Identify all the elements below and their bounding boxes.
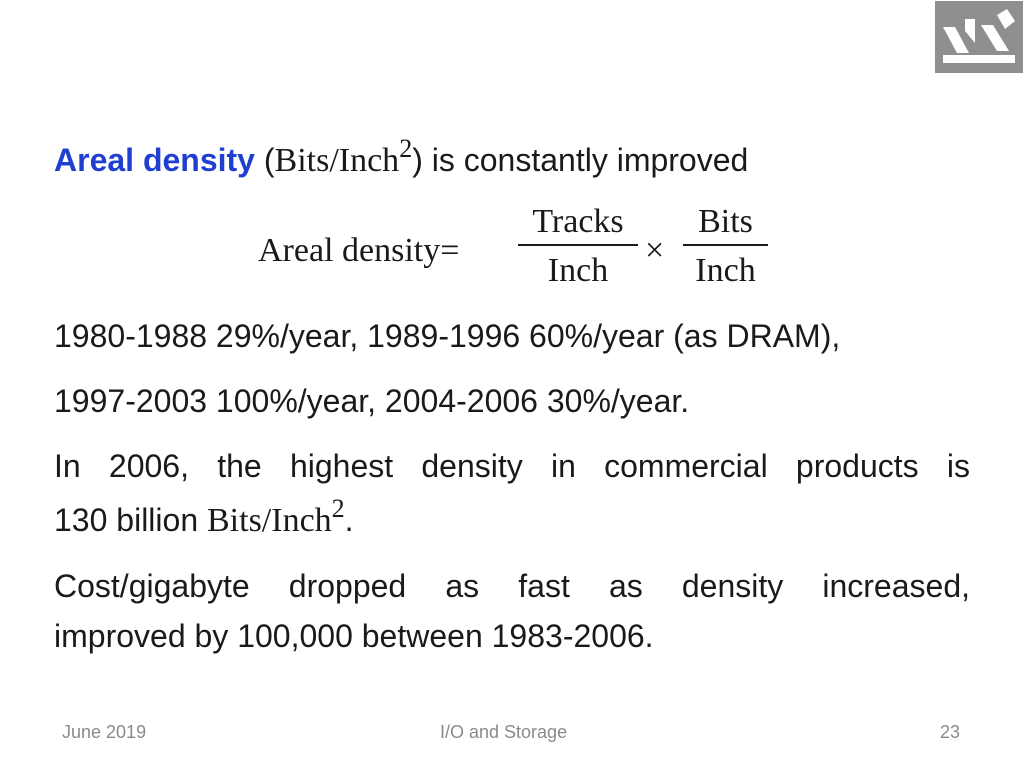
density-2006-period: . [344, 502, 354, 538]
tracks-per-inch-fraction: Tracks Inch [518, 200, 638, 296]
cost-gigabyte-line: Cost/gigabyte dropped as fast as density… [54, 568, 970, 604]
logo-emblem-icon [935, 1, 1023, 73]
fraction1-bar [518, 244, 638, 246]
density-2006-value-line: 130 billion Bits/Inch2. [54, 494, 354, 547]
fraction1-numerator: Tracks [532, 203, 624, 240]
fraction2-bar [683, 244, 768, 246]
formula-lhs: Areal density= [258, 232, 460, 269]
fraction1-denominator: Inch [547, 252, 609, 289]
title-unit-exponent: 2 [399, 134, 413, 163]
footer-topic: I/O and Storage [440, 722, 568, 742]
footer-date: June 2019 [62, 722, 147, 742]
bits-per-inch-fraction: Bits Inch [683, 200, 768, 296]
density-2006-line: In 2006, the highest density in commerci… [54, 448, 970, 484]
growth-1997-line: 1997-2003 100%/year, 2004-2006 30%/year. [54, 383, 690, 419]
density-2006-prefix: 130 billion [54, 502, 207, 538]
improvement-line: improved by 100,000 between 1983-2006. [54, 618, 654, 654]
fraction2-numerator: Bits [698, 203, 753, 240]
slide-number: 23 [940, 722, 961, 742]
title-line: Areal density (Bits/Inch2) is constantly… [54, 134, 749, 183]
areal-density-term: Areal density [54, 142, 255, 178]
multiply-sign: × [645, 232, 665, 269]
density-2006-exponent: 2 [331, 494, 345, 523]
university-logo [935, 1, 1023, 73]
title-unit: Bits/Inch [274, 142, 400, 179]
title-open-paren: ( [263, 142, 275, 178]
title-rest: ) is constantly improved [412, 142, 749, 178]
fraction2-denominator: Inch [695, 252, 756, 289]
density-2006-unit: Bits/Inch [207, 502, 332, 539]
growth-1980-line: 1980-1988 29%/year, 1989-1996 60%/year (… [54, 318, 841, 354]
